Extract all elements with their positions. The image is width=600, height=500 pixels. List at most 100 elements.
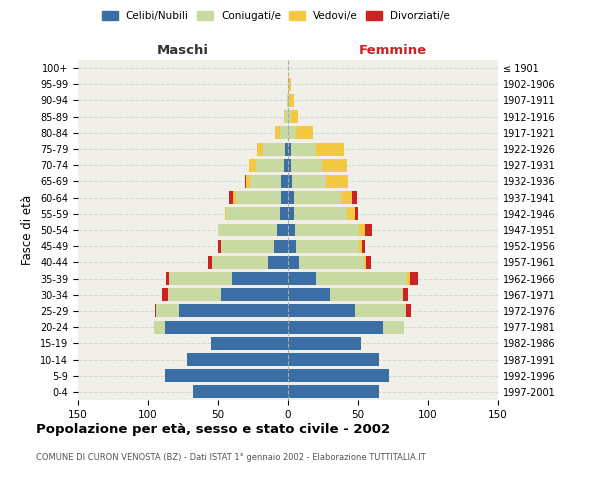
Bar [362,240,365,252]
Bar [236,191,281,204]
Bar [233,191,236,204]
Bar [288,353,379,366]
Bar [218,224,277,236]
Bar [221,288,288,301]
Text: Popolazione per età, sesso e stato civile - 2002: Popolazione per età, sesso e stato civil… [36,422,390,436]
Bar [246,175,250,188]
Bar [229,191,233,204]
Bar [288,175,292,188]
Bar [263,142,285,156]
Bar [169,272,232,285]
Bar [407,272,410,285]
Bar [280,126,288,140]
Bar [288,110,291,123]
Bar [288,208,293,220]
Bar [256,159,284,172]
Bar [316,142,344,156]
Bar [322,159,347,172]
Bar [359,224,365,236]
Bar [288,272,316,285]
Bar [291,110,298,123]
Bar [179,304,288,318]
Bar [352,191,356,204]
Bar [268,256,288,269]
Bar [162,288,167,301]
Bar [288,369,389,382]
Bar [257,142,263,156]
Bar [285,142,288,156]
Y-axis label: Fasce di età: Fasce di età [22,195,34,265]
Bar [299,256,364,269]
Legend: Celibi/Nubili, Coniugati/e, Vedovi/e, Divorziati/e: Celibi/Nubili, Coniugati/e, Vedovi/e, Di… [99,8,453,24]
Bar [157,304,179,318]
Bar [383,320,404,334]
Bar [288,288,330,301]
Bar [288,304,355,318]
Bar [165,320,288,334]
Bar [288,256,299,269]
Bar [155,304,157,318]
Text: COMUNE DI CURON VENOSTA (BZ) - Dati ISTAT 1° gennaio 2002 - Elaborazione TUTTITA: COMUNE DI CURON VENOSTA (BZ) - Dati ISTA… [36,452,426,462]
Bar [293,208,347,220]
Bar [281,191,288,204]
Bar [274,240,288,252]
Bar [288,337,361,350]
Bar [249,159,256,172]
Bar [288,159,291,172]
Bar [406,304,411,318]
Bar [365,224,372,236]
Bar [288,142,291,156]
Bar [403,288,409,301]
Bar [288,386,379,398]
Bar [288,126,296,140]
Bar [293,191,341,204]
Bar [288,94,289,107]
Bar [226,208,280,220]
Bar [284,159,288,172]
Bar [410,272,418,285]
Bar [166,272,169,285]
Bar [355,208,358,220]
Bar [232,272,288,285]
Bar [211,337,288,350]
Bar [288,224,295,236]
Bar [287,94,288,107]
Bar [280,208,288,220]
Bar [167,288,221,301]
Bar [187,353,288,366]
Text: Maschi: Maschi [157,44,209,57]
Bar [285,110,288,123]
Bar [288,240,296,252]
Bar [250,175,281,188]
Bar [295,224,359,236]
Bar [277,224,288,236]
Text: Femmine: Femmine [359,44,427,57]
Bar [218,240,221,252]
Bar [330,288,403,301]
Bar [275,126,280,140]
Bar [288,320,383,334]
Bar [221,240,274,252]
Bar [341,191,352,204]
Bar [296,126,313,140]
Bar [208,256,212,269]
Bar [359,240,362,252]
Bar [347,208,355,220]
Bar [225,208,226,220]
Bar [292,175,326,188]
Bar [281,175,288,188]
Bar [284,110,285,123]
Bar [165,369,288,382]
Bar [289,94,293,107]
Bar [212,256,268,269]
Bar [289,78,291,91]
Bar [288,78,289,91]
Bar [291,159,322,172]
Bar [288,191,293,204]
Bar [296,240,359,252]
Bar [326,175,348,188]
Bar [367,256,371,269]
Bar [316,272,407,285]
Bar [291,142,316,156]
Bar [364,256,367,269]
